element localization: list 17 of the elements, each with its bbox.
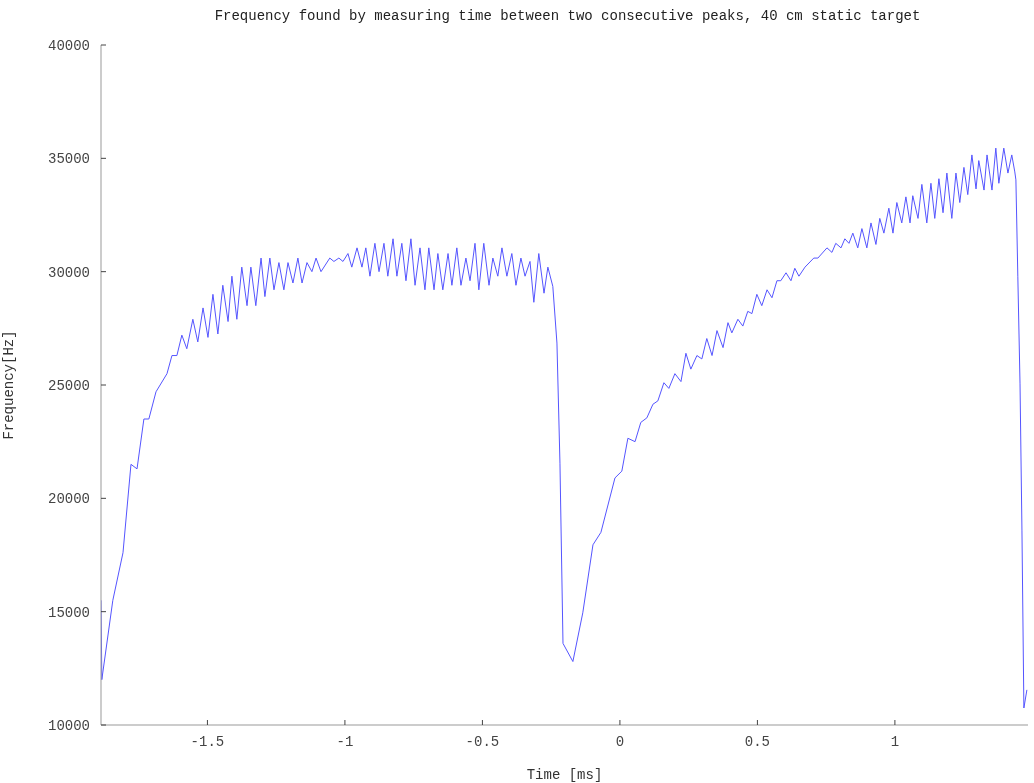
x-tick-label: -1.5 — [190, 733, 225, 750]
y-tick-label: 35000 — [47, 151, 90, 168]
y-tick-label: 25000 — [47, 377, 90, 394]
x-tick-label: 0 — [615, 733, 625, 750]
x-tick-label: -0.5 — [465, 733, 500, 750]
y-tick-label: 15000 — [47, 604, 90, 621]
y-tick-label: 20000 — [47, 491, 90, 508]
x-axis-title: Time [ms] — [526, 767, 603, 783]
chart-title: Frequency found by measuring time between two consecutive peaks, 40 cm static target — [213, 8, 922, 24]
line-series — [101, 147, 1028, 709]
x-tick-label: 1 — [890, 733, 900, 750]
x-tick-label: 0.5 — [744, 733, 771, 750]
y-tick-label: 40000 — [47, 37, 90, 54]
y-tick-label: 10000 — [47, 717, 90, 734]
x-tick-label: -1 — [336, 733, 354, 750]
y-axis-title: Frequency[Hz] — [0, 330, 17, 440]
y-tick-label: 30000 — [47, 264, 90, 281]
